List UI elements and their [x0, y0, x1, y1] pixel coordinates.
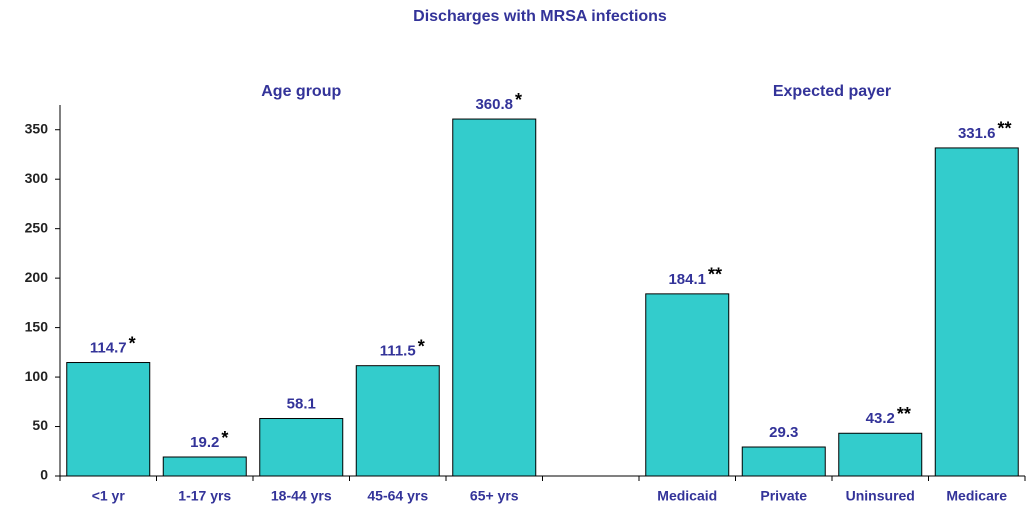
value-label: 19.2 [190, 434, 219, 451]
y-tick-label: 150 [25, 318, 49, 334]
bar [838, 432, 923, 477]
y-tick-label: 200 [25, 269, 49, 285]
value-label: 29.3 [769, 424, 798, 441]
bar [355, 365, 440, 477]
y-tick-label: 0 [40, 467, 48, 483]
group-label: Age group [261, 83, 341, 100]
y-tick-label: 250 [25, 219, 49, 235]
y-tick-label: 100 [25, 368, 49, 384]
value-label: 184.1 [668, 271, 706, 288]
x-tick-label: Private [760, 488, 807, 504]
x-tick-label: Uninsured [846, 488, 915, 504]
bar [162, 456, 247, 477]
x-tick-label: Medicare [946, 488, 1007, 504]
value-marker: ** [897, 404, 911, 424]
y-tick-label: 350 [25, 120, 49, 136]
value-marker: * [221, 428, 228, 448]
chart-title: Discharges with MRSA infections [413, 8, 667, 25]
x-tick-label: 65+ yrs [470, 488, 519, 504]
value-label: 58.1 [287, 395, 316, 412]
value-label: 114.7 [90, 339, 127, 356]
y-tick-label: 50 [32, 417, 48, 433]
x-tick-label: 45-64 yrs [367, 488, 428, 504]
value-marker: ** [708, 265, 722, 285]
x-tick-label: Medicaid [657, 488, 717, 504]
group-label: Expected payer [773, 83, 891, 100]
bar [645, 293, 730, 477]
value-marker: * [515, 90, 522, 110]
value-label: 43.2 [866, 410, 895, 427]
y-tick-label: 300 [25, 170, 49, 186]
value-label: 331.6 [958, 125, 996, 142]
bar [259, 418, 344, 477]
bar [934, 147, 1019, 477]
x-tick-label: 1-17 yrs [178, 488, 231, 504]
value-marker: * [418, 336, 425, 356]
x-tick-label: 18-44 yrs [271, 488, 332, 504]
bar [452, 118, 537, 477]
bar [741, 446, 826, 477]
value-marker: ** [998, 119, 1012, 139]
value-label: 111.5 [380, 343, 416, 360]
x-tick-label: <1 yr [92, 488, 126, 504]
value-label: 360.8 [475, 96, 513, 113]
bar [66, 362, 151, 477]
value-marker: * [129, 333, 136, 353]
